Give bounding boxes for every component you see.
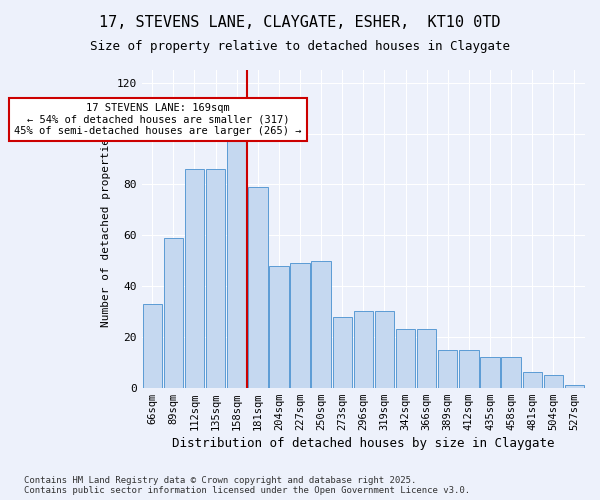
- Y-axis label: Number of detached properties: Number of detached properties: [101, 131, 111, 326]
- Bar: [332, 316, 352, 388]
- Text: 17, STEVENS LANE, CLAYGATE, ESHER,  KT10 0TD: 17, STEVENS LANE, CLAYGATE, ESHER, KT10 …: [99, 15, 501, 30]
- Bar: [565, 385, 584, 388]
- Bar: [353, 312, 373, 388]
- Bar: [417, 329, 436, 388]
- Bar: [269, 266, 289, 388]
- Bar: [206, 169, 225, 388]
- Bar: [502, 357, 521, 388]
- Bar: [311, 260, 331, 388]
- Bar: [227, 141, 247, 388]
- Bar: [185, 169, 204, 388]
- Bar: [375, 312, 394, 388]
- Text: Contains HM Land Registry data © Crown copyright and database right 2025.
Contai: Contains HM Land Registry data © Crown c…: [24, 476, 470, 495]
- Bar: [523, 372, 542, 388]
- X-axis label: Distribution of detached houses by size in Claygate: Distribution of detached houses by size …: [172, 437, 554, 450]
- Bar: [459, 350, 479, 388]
- Bar: [143, 304, 162, 388]
- Text: 17 STEVENS LANE: 169sqm
← 54% of detached houses are smaller (317)
45% of semi-d: 17 STEVENS LANE: 169sqm ← 54% of detache…: [14, 103, 302, 136]
- Bar: [396, 329, 415, 388]
- Bar: [248, 187, 268, 388]
- Bar: [480, 357, 500, 388]
- Bar: [164, 238, 183, 388]
- Text: Size of property relative to detached houses in Claygate: Size of property relative to detached ho…: [90, 40, 510, 53]
- Bar: [290, 263, 310, 388]
- Bar: [438, 350, 457, 388]
- Bar: [544, 375, 563, 388]
